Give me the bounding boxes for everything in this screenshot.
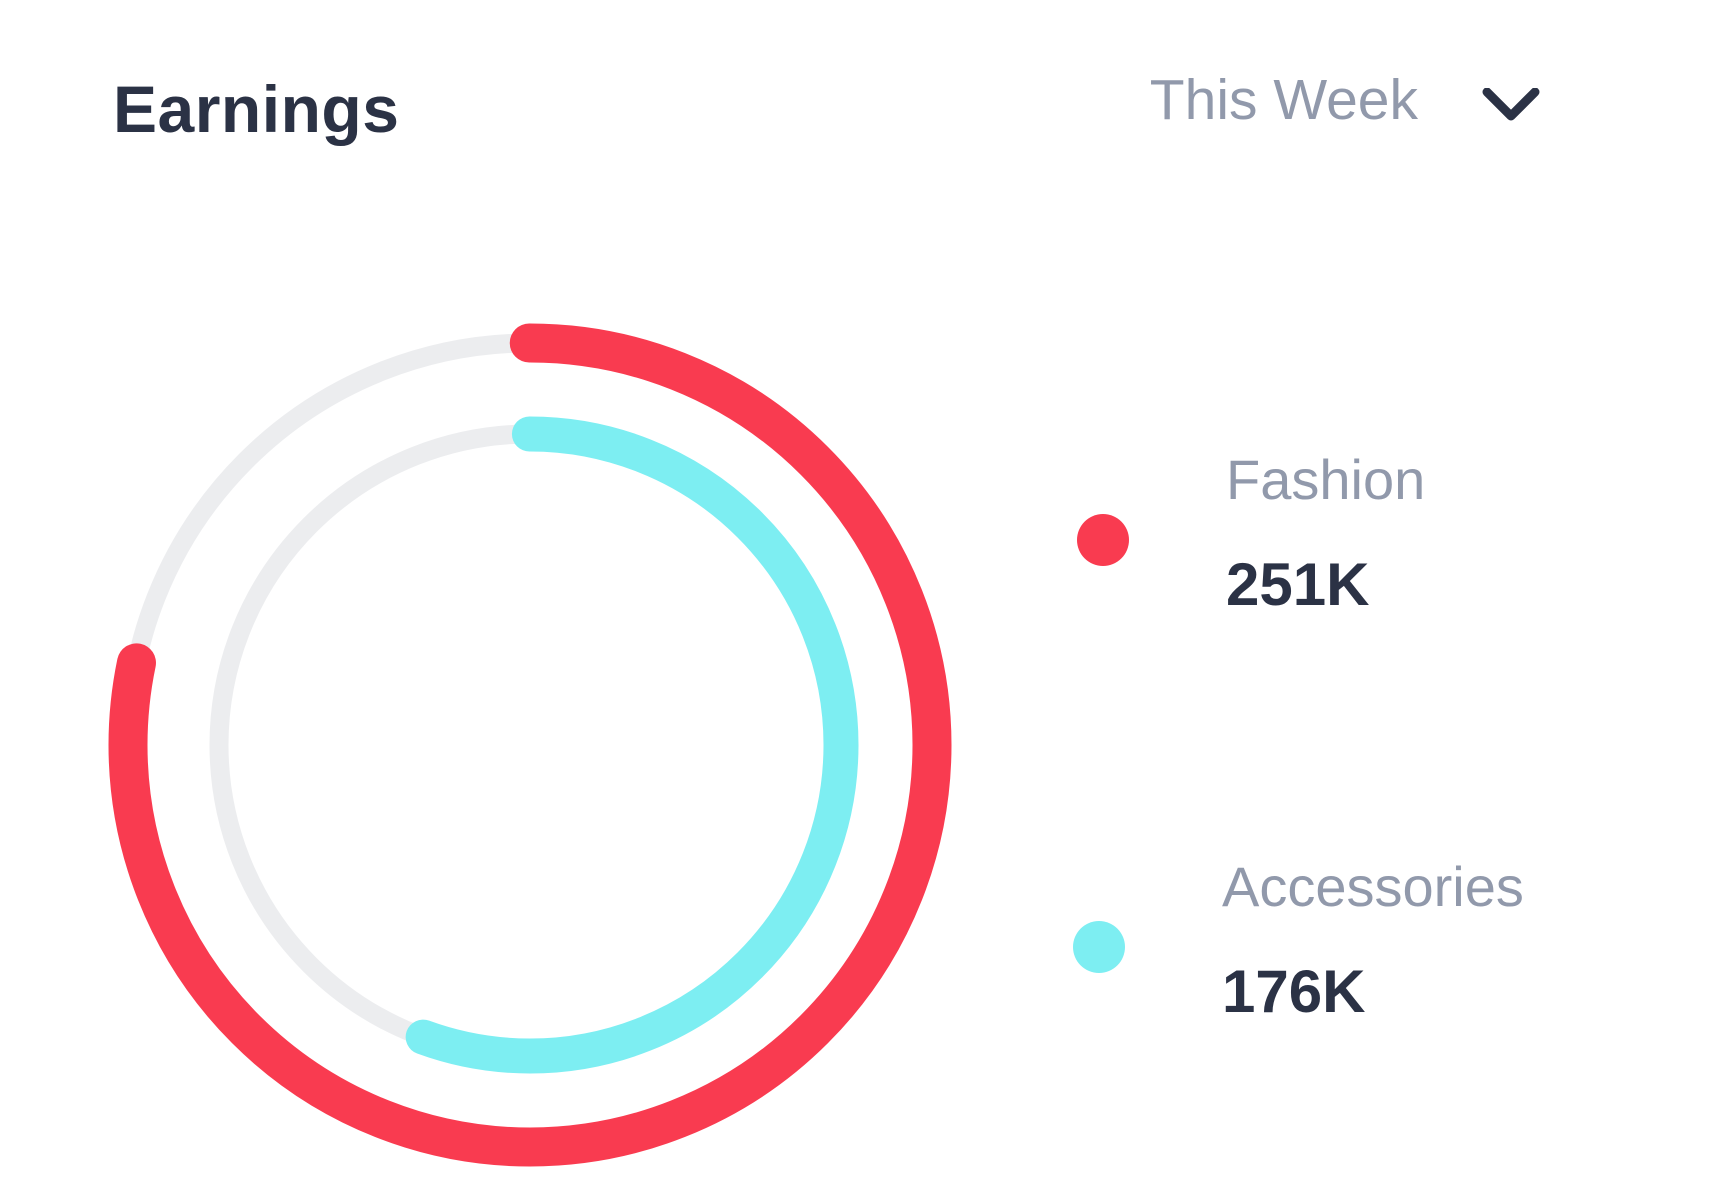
fashion-legend-label: Fashion <box>1226 448 1426 511</box>
fashion-arc <box>108 323 952 1167</box>
legend-item-fashion: Fashion 251K <box>1077 448 1425 618</box>
fashion-legend-dot <box>1077 514 1129 566</box>
legend-item-accessories: Accessories 176K <box>1073 855 1524 1025</box>
accessories-legend-dot <box>1073 921 1125 973</box>
period-dropdown-value[interactable]: This Week <box>1149 68 1418 132</box>
fashion-legend-value: 251K <box>1226 551 1370 618</box>
accessories-legend-value: 176K <box>1222 958 1366 1025</box>
page-title: Earnings <box>113 72 400 146</box>
period-dropdown[interactable]: This Week <box>1150 64 1540 136</box>
accessories-arc <box>201 416 859 1074</box>
chevron-down-icon[interactable] <box>1482 88 1540 122</box>
accessories-legend-label: Accessories <box>1222 855 1524 918</box>
